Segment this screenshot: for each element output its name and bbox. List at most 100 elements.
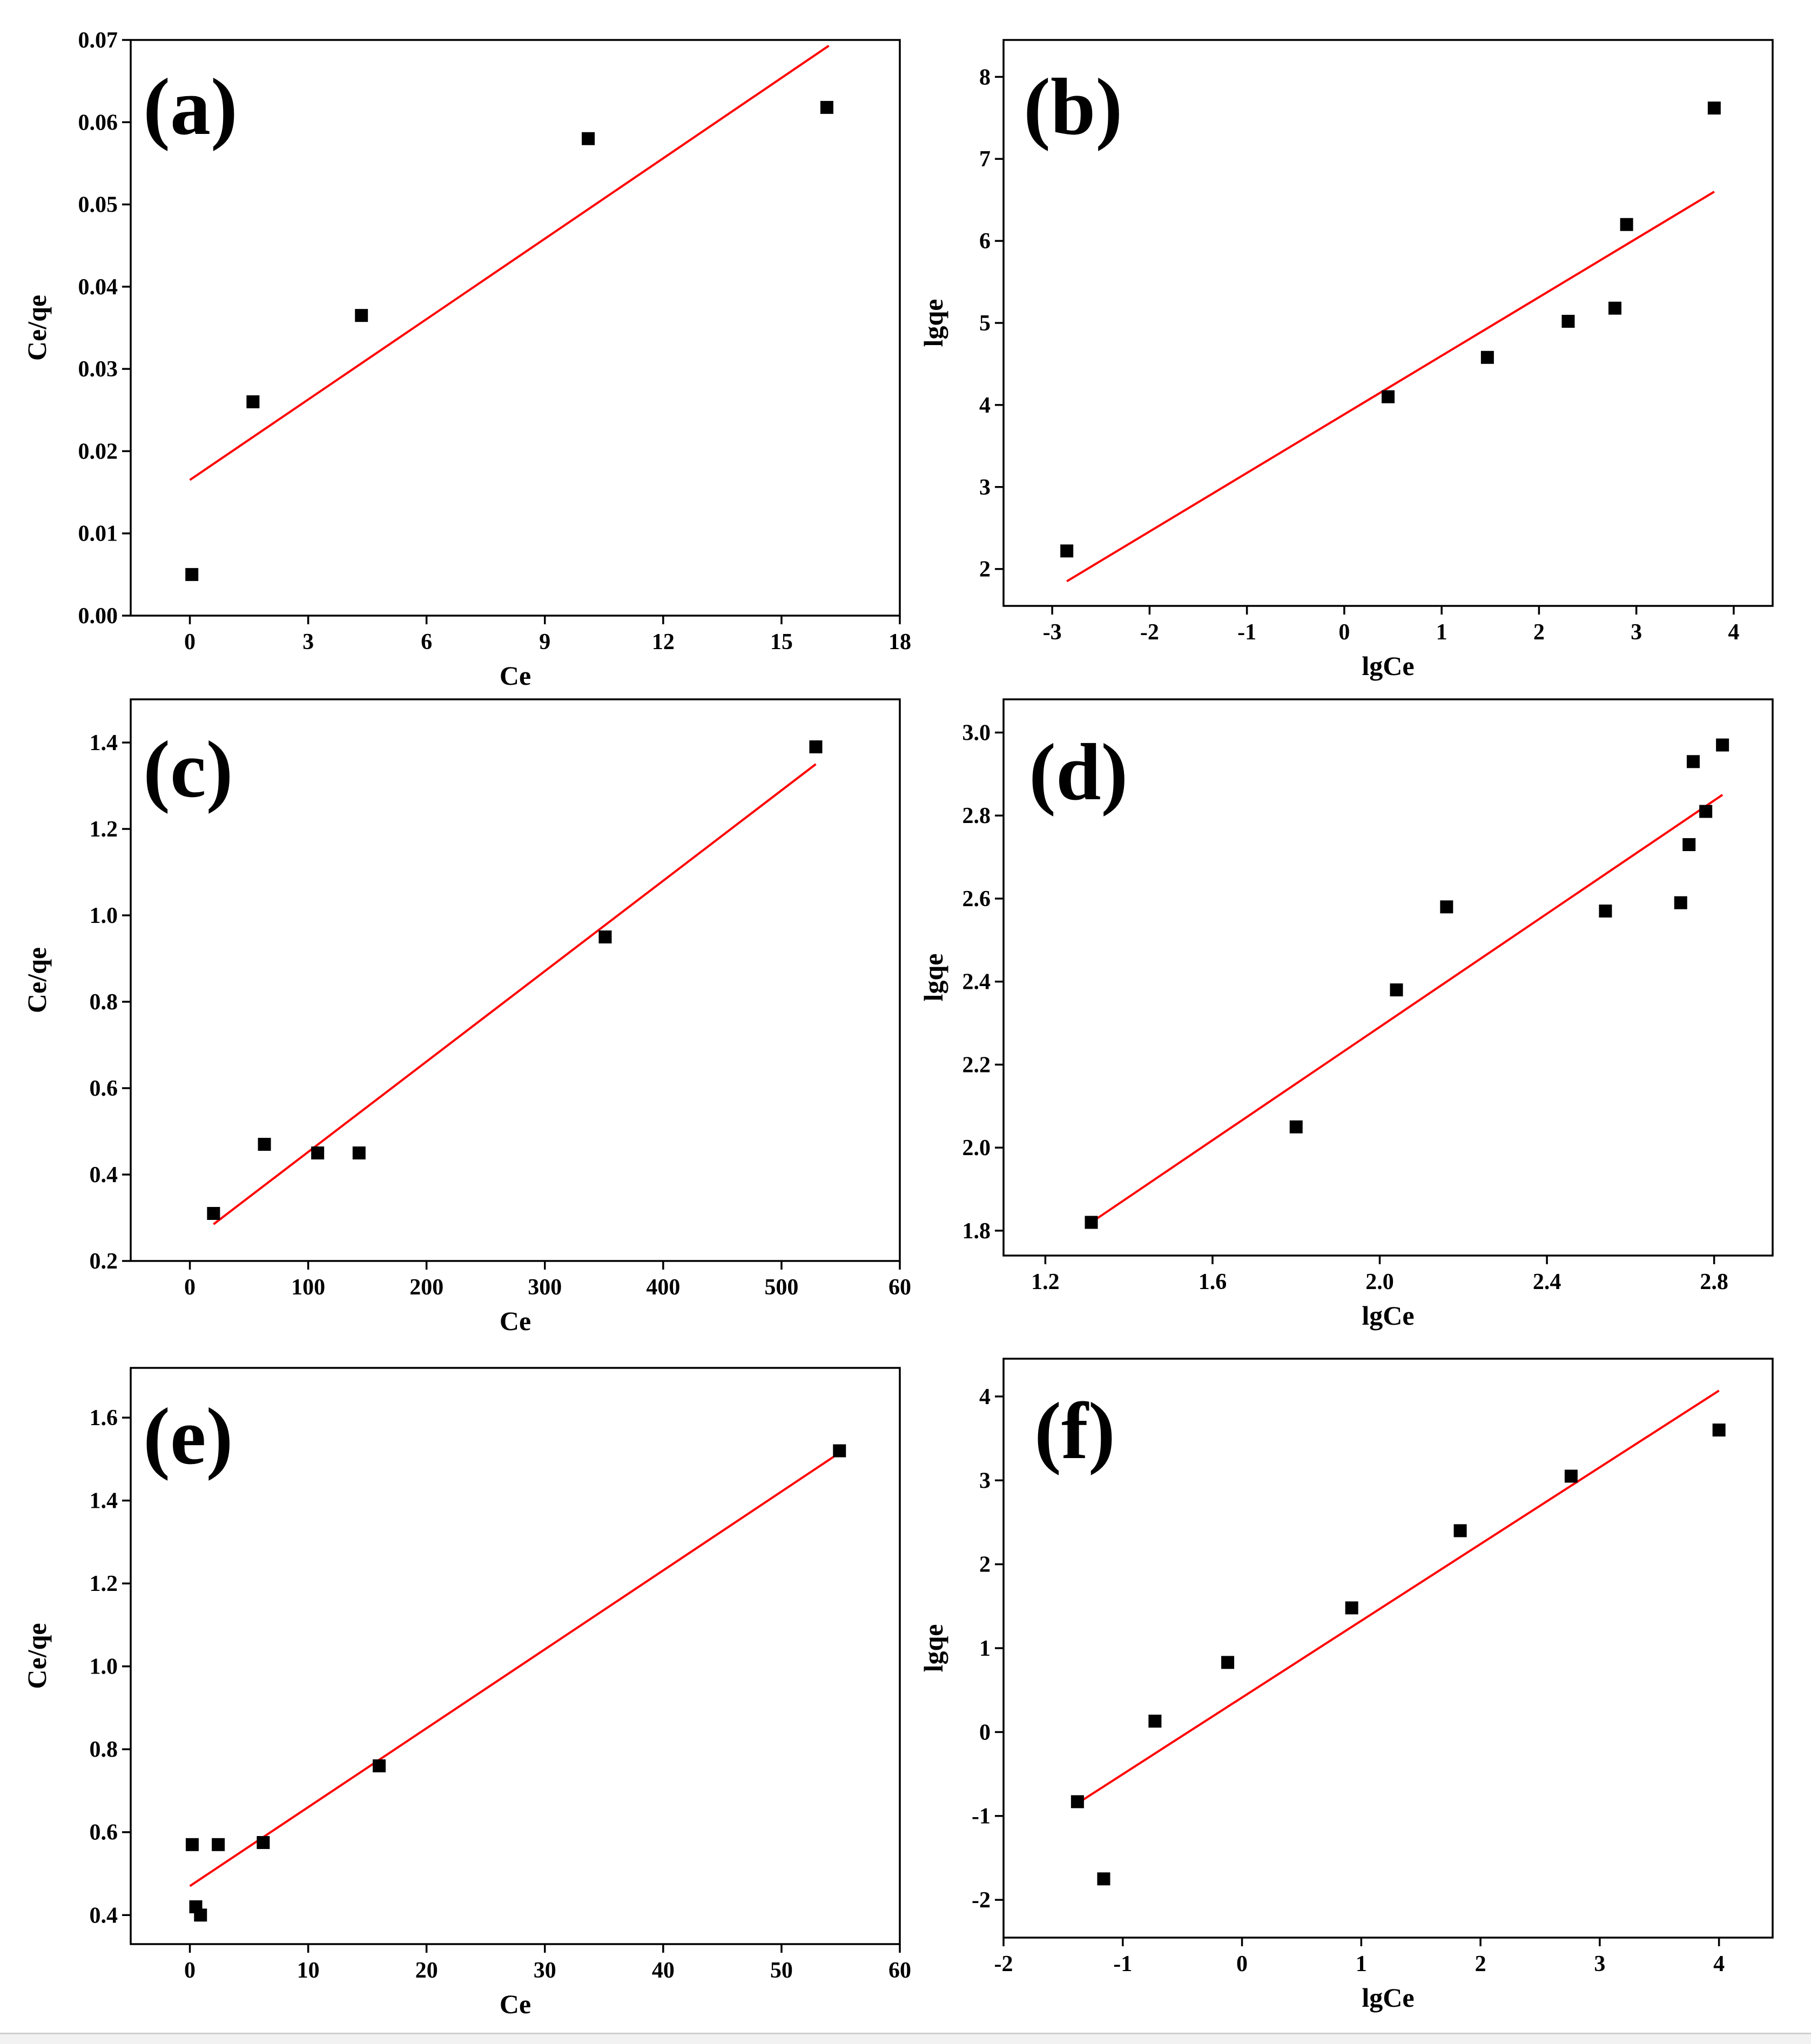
x-tick-label: 300 bbox=[528, 1275, 562, 1300]
data-point bbox=[185, 1838, 199, 1851]
x-tick-label: 2.8 bbox=[1700, 1270, 1728, 1294]
x-tick-label: 15 bbox=[770, 630, 793, 655]
data-point bbox=[1060, 544, 1074, 558]
x-tick-label: -2 bbox=[994, 1952, 1013, 1976]
y-axis-label: lgqe bbox=[918, 299, 948, 347]
x-tick-label: 3 bbox=[1594, 1952, 1605, 1976]
x-tick-label: 0 bbox=[1338, 620, 1350, 645]
x-tick-label: 20 bbox=[415, 1958, 438, 1983]
data-point bbox=[1620, 218, 1633, 231]
y-tick-label: 1.0 bbox=[90, 1655, 118, 1679]
y-tick-label: 0.04 bbox=[78, 275, 118, 300]
x-tick-label: 2.4 bbox=[1533, 1270, 1561, 1294]
x-tick-label: 1 bbox=[1436, 620, 1448, 645]
y-tick-label: 0.4 bbox=[90, 1163, 118, 1188]
data-point bbox=[1686, 755, 1700, 768]
data-point bbox=[257, 1836, 270, 1849]
x-tick-label: 3 bbox=[1631, 620, 1642, 645]
y-tick-label: 3 bbox=[979, 1468, 991, 1493]
data-point bbox=[809, 740, 823, 753]
y-tick-label: 4 bbox=[979, 393, 991, 418]
y-tick-label: 8 bbox=[979, 65, 991, 90]
y-tick-label: 0.00 bbox=[78, 604, 118, 629]
x-tick-label: 1 bbox=[1356, 1952, 1367, 1976]
y-tick-label: 0.07 bbox=[78, 28, 118, 53]
y-tick-label: -2 bbox=[972, 1888, 991, 1913]
x-tick-label: 6 bbox=[421, 630, 432, 655]
plot-frame bbox=[1002, 698, 1774, 1257]
data-point bbox=[582, 132, 595, 145]
data-point bbox=[355, 309, 368, 322]
panel-label: (a) bbox=[143, 62, 238, 152]
panel-label: (e) bbox=[143, 1392, 233, 1481]
panel-label: (b) bbox=[1024, 62, 1122, 152]
x-tick-label: 100 bbox=[291, 1275, 325, 1300]
y-tick-label: 0.02 bbox=[78, 439, 118, 464]
data-point bbox=[212, 1838, 225, 1851]
data-point bbox=[1564, 1469, 1578, 1483]
data-point bbox=[258, 1138, 271, 1151]
panel-label: (d) bbox=[1029, 727, 1128, 817]
y-tick-label: 1.4 bbox=[90, 1489, 118, 1514]
y-tick-label: 1.8 bbox=[962, 1219, 991, 1244]
y-tick-label: 2.8 bbox=[962, 804, 991, 828]
y-tick-label: 1.4 bbox=[90, 731, 118, 755]
data-point bbox=[1608, 301, 1621, 315]
data-point bbox=[1085, 1216, 1098, 1229]
data-point bbox=[373, 1759, 386, 1772]
x-tick-label: 500 bbox=[764, 1275, 798, 1300]
data-point bbox=[1707, 102, 1721, 115]
x-axis-label: Ce bbox=[500, 1989, 531, 2019]
y-tick-label: 1.6 bbox=[90, 1406, 118, 1431]
panel-label: (c) bbox=[143, 725, 233, 814]
x-tick-label: 1.2 bbox=[1031, 1270, 1060, 1294]
data-point bbox=[1561, 314, 1575, 328]
data-point bbox=[1097, 1872, 1110, 1886]
x-tick-label: 4 bbox=[1713, 1952, 1725, 1976]
x-tick-label: -2 bbox=[1140, 620, 1159, 645]
x-tick-label: 30 bbox=[534, 1958, 556, 1983]
data-point bbox=[1289, 1120, 1303, 1134]
y-tick-label: 0.03 bbox=[78, 357, 118, 382]
y-tick-label: 2.2 bbox=[962, 1053, 991, 1077]
x-tick-label: 9 bbox=[539, 630, 550, 655]
x-tick-label: 4 bbox=[1728, 620, 1739, 645]
y-tick-label: 0.01 bbox=[78, 522, 118, 547]
bottom-divider bbox=[0, 2033, 1811, 2044]
y-axis-label: lgqe bbox=[918, 1624, 948, 1672]
x-tick-label: 0 bbox=[184, 1275, 196, 1300]
data-point bbox=[1148, 1715, 1162, 1728]
plot-frame bbox=[130, 39, 901, 617]
fit-line bbox=[213, 763, 817, 1225]
y-axis-label: Ce/qe bbox=[22, 1623, 52, 1689]
y-tick-label: 2.0 bbox=[962, 1136, 991, 1161]
fit-line bbox=[1066, 191, 1715, 583]
x-tick-label: 400 bbox=[646, 1275, 680, 1300]
y-tick-label: 0.06 bbox=[78, 110, 118, 135]
panel-d: 1.2 1.6 2.0 2.4 2.8 1.8 2.0 2.2 2.4 2.6 2.8 3.0 lgCe… bbox=[918, 698, 1774, 1331]
y-tick-label: 2 bbox=[979, 1553, 991, 1577]
x-tick-label: 18 bbox=[888, 630, 911, 655]
x-tick-label: -1 bbox=[1113, 1952, 1132, 1976]
y-tick-label: 0.8 bbox=[90, 1737, 118, 1762]
panel-f: -2 -1 0 1 2 3 4 -2 -1 0 1 2 3 4 lgCe lgqe (f) bbox=[918, 1358, 1774, 2013]
x-tick-label: 0 bbox=[1236, 1952, 1248, 1976]
x-tick-label: 2 bbox=[1475, 1952, 1486, 1976]
y-tick-label: 0 bbox=[979, 1720, 991, 1745]
y-tick-label: 0.2 bbox=[90, 1249, 118, 1274]
y-tick-label: -1 bbox=[972, 1804, 991, 1829]
data-point bbox=[1221, 1656, 1235, 1669]
y-tick-label: 2.6 bbox=[962, 887, 991, 912]
x-tick-label: 2.0 bbox=[1365, 1270, 1394, 1294]
y-tick-label: 0.6 bbox=[90, 1076, 118, 1101]
data-point bbox=[1716, 738, 1729, 752]
y-tick-label: 0.4 bbox=[90, 1903, 118, 1928]
x-tick-label: 1.6 bbox=[1199, 1270, 1227, 1294]
x-axis-label: lgCe bbox=[1362, 1982, 1414, 2013]
x-axis-label: Ce bbox=[500, 1306, 531, 1336]
data-point bbox=[1599, 905, 1612, 918]
data-point bbox=[1453, 1524, 1467, 1537]
data-point bbox=[1674, 896, 1687, 909]
y-axis-label: Ce/qe bbox=[22, 295, 52, 361]
data-point bbox=[1480, 350, 1494, 364]
